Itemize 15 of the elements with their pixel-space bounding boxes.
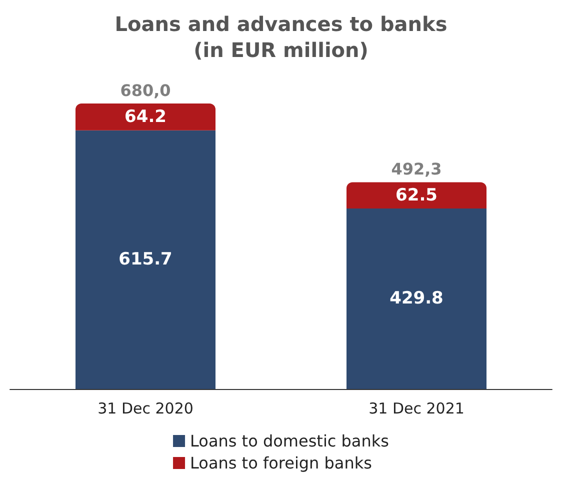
bar bbox=[346, 208, 486, 389]
bar bbox=[346, 182, 486, 208]
total-label: 680,0 bbox=[120, 80, 171, 100]
chart-title: Loans and advances to banks (in EUR million) bbox=[114, 12, 448, 62]
data-label: 429.8 bbox=[390, 288, 444, 309]
bar bbox=[76, 130, 216, 389]
data-label: 615.7 bbox=[118, 250, 172, 270]
total-label: 492,3 bbox=[391, 160, 442, 179]
x-tick-label: 31 Dec 2020 bbox=[98, 400, 194, 418]
legend-label: Loans to foreign banks bbox=[190, 454, 372, 472]
data-label: 62.5 bbox=[396, 185, 438, 206]
data-label: 64.2 bbox=[124, 106, 166, 127]
bar bbox=[76, 103, 216, 130]
x-tick-label: 31 Dec 2021 bbox=[368, 400, 464, 418]
legend-label: Loans to domestic banks bbox=[190, 432, 389, 450]
